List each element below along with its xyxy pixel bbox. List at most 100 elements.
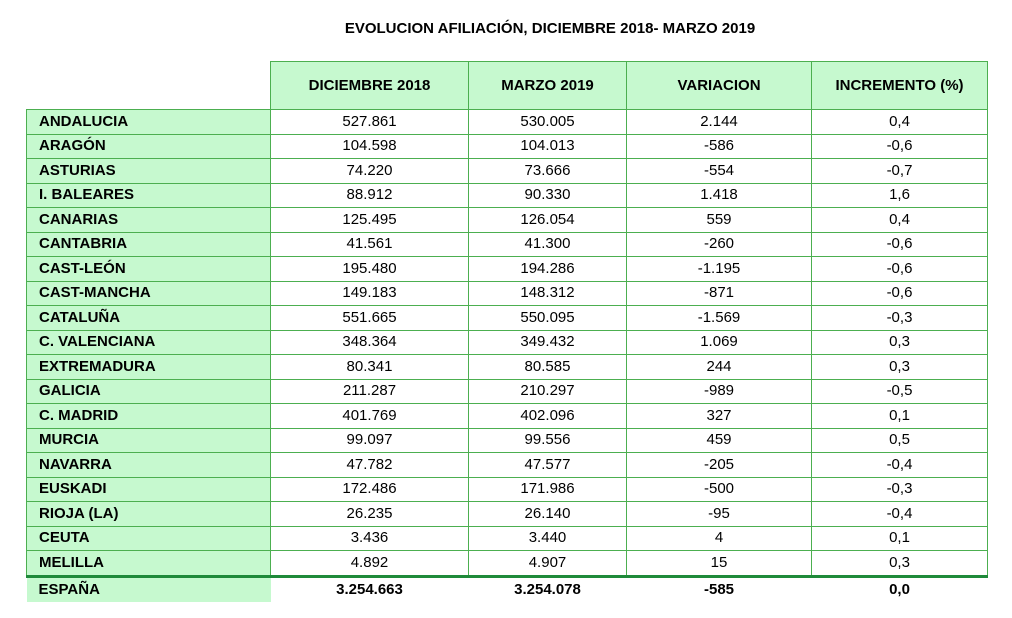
table-cell: -0,6 (811, 133, 988, 159)
table-cell: 26.235 (270, 501, 469, 527)
table-cell: -95 (626, 501, 812, 527)
col-header: MARZO 2019 (468, 61, 627, 110)
region-name: C. MADRID (26, 403, 271, 429)
table-cell: -586 (626, 133, 812, 159)
page-title: EVOLUCION AFILIACIÓN, DICIEMBRE 2018- MA… (344, 20, 756, 37)
table-row: CAST-MANCHA 149.183 148.312 -871 -0,6 (26, 280, 988, 306)
table-cell: 402.096 (468, 403, 627, 429)
table-cell: 4.892 (270, 550, 469, 577)
table-row: NAVARRA 47.782 47.577 -205 -0,4 (26, 452, 988, 478)
table-cell: 171.986 (468, 476, 627, 502)
table-cell: -500 (626, 476, 812, 502)
region-name: MURCIA (26, 427, 271, 453)
table-cell: 349.432 (468, 329, 627, 355)
region-name: CEUTA (26, 525, 271, 551)
table-cell: 104.013 (468, 133, 627, 159)
total-label: ESPAÑA (26, 574, 271, 602)
table-cell: -0,4 (811, 501, 988, 527)
region-name: CAST-LEÓN (26, 256, 271, 282)
table-cell: 327 (626, 403, 812, 429)
table-cell: -554 (626, 158, 812, 184)
table-row: ANDALUCIA 527.861 530.005 2.144 0,4 (26, 109, 988, 135)
region-name: CANARIAS (26, 207, 271, 233)
table-cell: 99.097 (270, 427, 469, 453)
table-cell: 1.418 (626, 182, 812, 208)
region-name: I. BALEARES (26, 182, 271, 208)
table-row: I. BALEARES 88.912 90.330 1.418 1,6 (26, 182, 988, 208)
region-name: EUSKADI (26, 476, 271, 502)
table-cell: 559 (626, 207, 812, 233)
table-row: CANARIAS 125.495 126.054 559 0,4 (26, 207, 988, 233)
table-cell: 4.907 (468, 550, 627, 577)
table-cell: 550.095 (468, 305, 627, 331)
table-row: CATALUÑA 551.665 550.095 -1.569 -0,3 (26, 305, 988, 331)
table-cell: 194.286 (468, 256, 627, 282)
total-cell: 3.254.078 (468, 574, 627, 602)
table-cell: 47.577 (468, 452, 627, 478)
table-cell: -0,5 (811, 378, 988, 404)
table-cell: 80.341 (270, 354, 469, 380)
table-cell: 551.665 (270, 305, 469, 331)
table-cell: 0,4 (811, 207, 988, 233)
table-cell: 4 (626, 525, 812, 551)
col-header: INCREMENTO (%) (811, 61, 988, 110)
table-cell: 527.861 (270, 109, 469, 135)
table-row: ASTURIAS 74.220 73.666 -554 -0,7 (26, 158, 988, 184)
table-row: RIOJA (LA) 26.235 26.140 -95 -0,4 (26, 501, 988, 527)
table-cell: -260 (626, 231, 812, 257)
total-cell: -585 (626, 574, 812, 602)
table-cell: -1.569 (626, 305, 812, 331)
table-row: MELILLA 4.892 4.907 15 0,3 (26, 550, 988, 577)
table-cell: 211.287 (270, 378, 469, 404)
table-cell: 126.054 (468, 207, 627, 233)
region-name: C. VALENCIANA (26, 329, 271, 355)
region-name: ARAGÓN (26, 133, 271, 159)
table-cell: 26.140 (468, 501, 627, 527)
table-cell: 74.220 (270, 158, 469, 184)
table-cell: 104.598 (270, 133, 469, 159)
table-cell: 148.312 (468, 280, 627, 306)
table-cell: 530.005 (468, 109, 627, 135)
table-cell: 149.183 (270, 280, 469, 306)
region-name: ASTURIAS (26, 158, 271, 184)
table-row: ARAGÓN 104.598 104.013 -586 -0,6 (26, 133, 988, 159)
table-cell: 1.069 (626, 329, 812, 355)
region-name: MELILLA (26, 550, 271, 577)
header-blank (26, 61, 271, 110)
table-cell: 348.364 (270, 329, 469, 355)
table-cell: 0,3 (811, 354, 988, 380)
table-cell: -0,7 (811, 158, 988, 184)
table-cell: 459 (626, 427, 812, 453)
table-cell: 88.912 (270, 182, 469, 208)
table-cell: 210.297 (468, 378, 627, 404)
table-cell: 80.585 (468, 354, 627, 380)
table-cell: 244 (626, 354, 812, 380)
table-cell: 47.782 (270, 452, 469, 478)
table-cell: -0,6 (811, 231, 988, 257)
region-name: ANDALUCIA (26, 109, 271, 135)
table-cell: -989 (626, 378, 812, 404)
table-cell: -1.195 (626, 256, 812, 282)
table-cell: 172.486 (270, 476, 469, 502)
total-row: ESPAÑA 3.254.663 3.254.078 -585 0,0 (26, 574, 988, 602)
total-cell: 0,0 (811, 574, 988, 602)
table-cell: -0,3 (811, 305, 988, 331)
table-row: GALICIA 211.287 210.297 -989 -0,5 (26, 378, 988, 404)
table-cell: -0,3 (811, 476, 988, 502)
table-cell: 0,5 (811, 427, 988, 453)
table-cell: 15 (626, 550, 812, 577)
table-cell: 90.330 (468, 182, 627, 208)
col-header: VARIACION (626, 61, 812, 110)
total-cell: 3.254.663 (270, 574, 469, 602)
table-cell: 0,4 (811, 109, 988, 135)
table-cell: 99.556 (468, 427, 627, 453)
table-cell: -871 (626, 280, 812, 306)
table-cell: 125.495 (270, 207, 469, 233)
table-cell: 3.440 (468, 525, 627, 551)
table-cell: 0,1 (811, 525, 988, 551)
region-name: CATALUÑA (26, 305, 271, 331)
region-name: GALICIA (26, 378, 271, 404)
region-name: CAST-MANCHA (26, 280, 271, 306)
table-cell: 41.561 (270, 231, 469, 257)
table-row: MURCIA 99.097 99.556 459 0,5 (26, 427, 988, 453)
